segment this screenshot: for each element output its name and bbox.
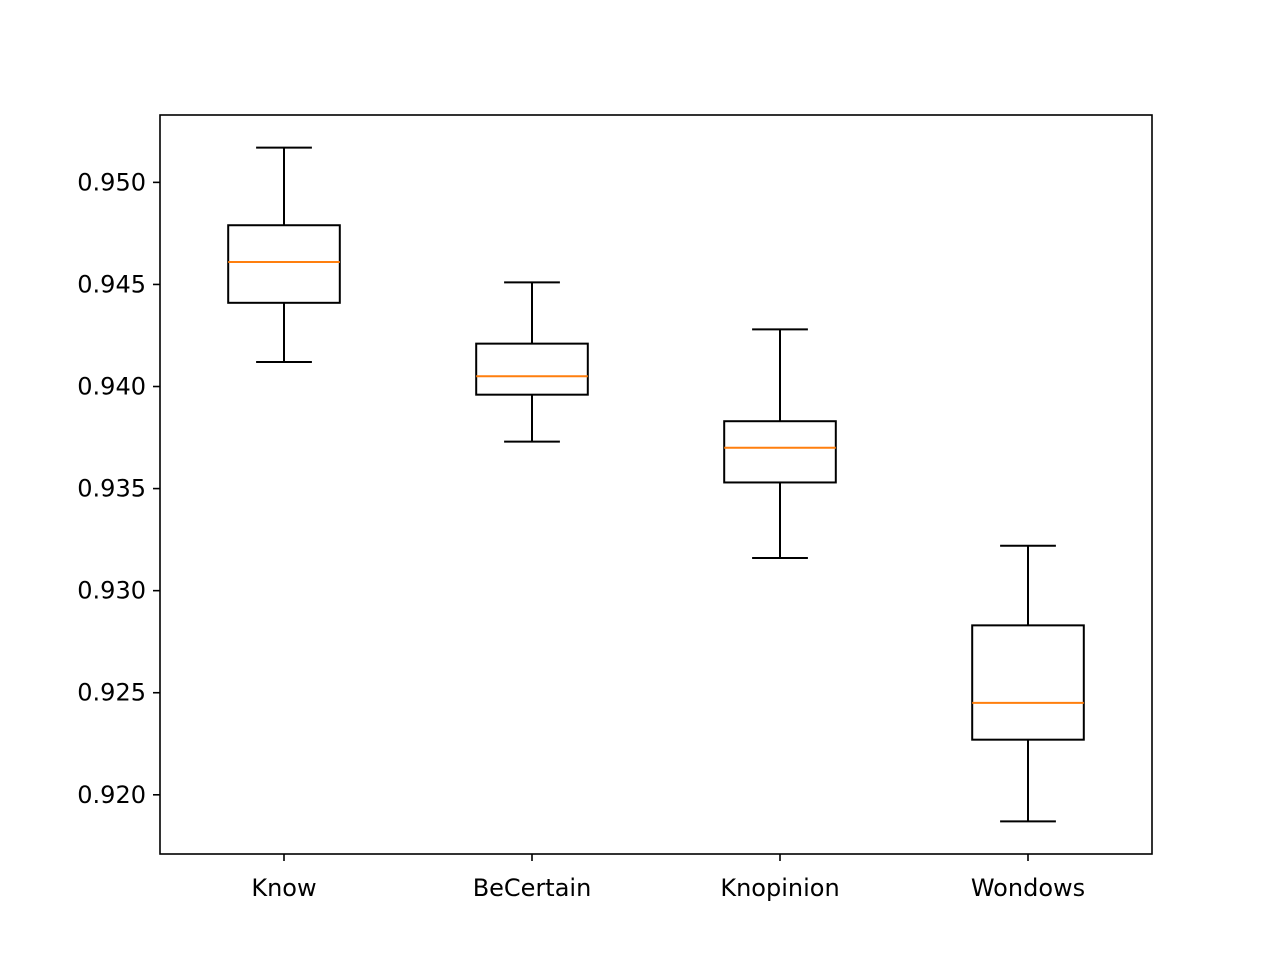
box-group-becertain [475,281,589,443]
x-tick-label: Knopinion [720,874,839,902]
x-tick-label: BeCertain [473,874,592,902]
y-tick-label: 0.925 [77,679,146,707]
y-tick-label: 0.930 [77,577,146,605]
box-iqr [227,224,341,304]
y-axis: 0.920 0.925 0.930 0.935 0.940 0.945 0.950 [77,168,160,809]
x-tick-label: Wondows [971,874,1085,902]
y-tick-label: 0.940 [77,373,146,401]
y-tick-label: 0.935 [77,475,146,503]
y-tick-label: 0.950 [77,168,146,196]
box-iqr [723,420,837,484]
box-group-wondows [971,544,1085,823]
y-tick-label: 0.920 [77,781,146,809]
x-axis: Know BeCertain Knopinion Wondows [251,854,1085,902]
box-group-knopinion [723,328,837,559]
box-group-know [227,146,341,364]
plot-area [227,146,1085,823]
box-iqr [971,624,1085,741]
axes-frame [159,114,1153,855]
box-iqr [475,342,589,396]
x-tick-label: Know [251,874,316,902]
y-tick-label: 0.945 [77,270,146,298]
